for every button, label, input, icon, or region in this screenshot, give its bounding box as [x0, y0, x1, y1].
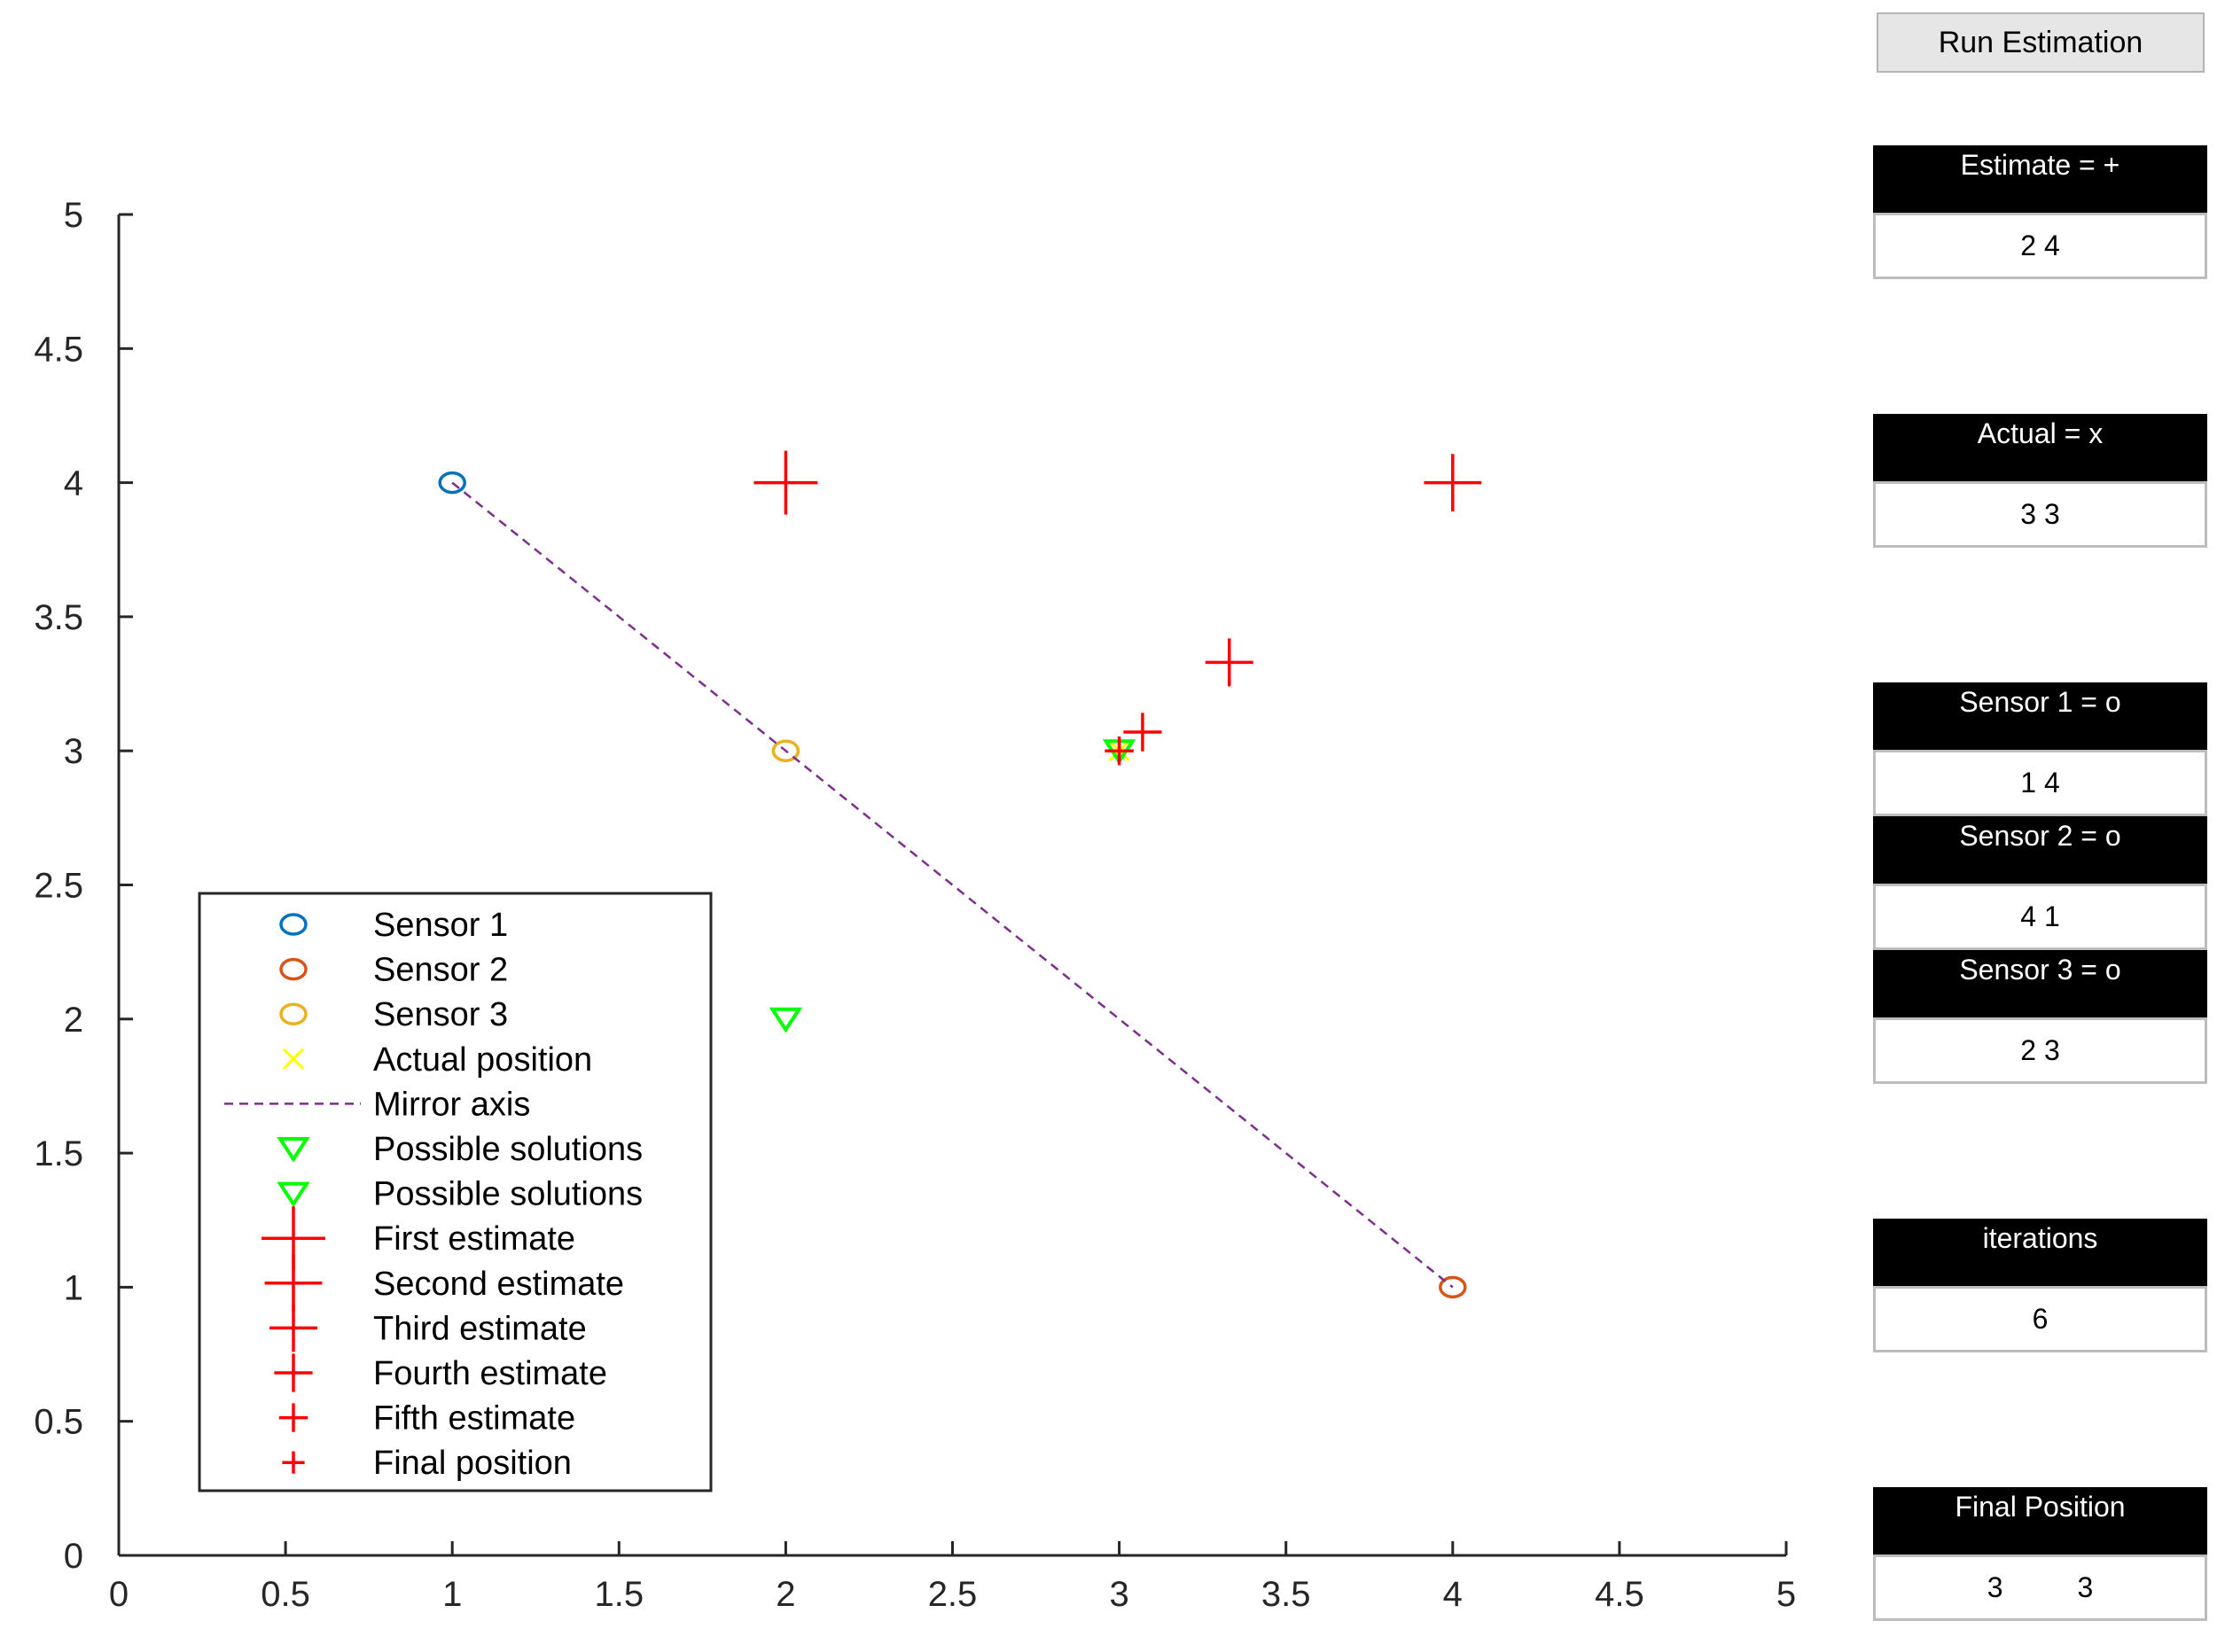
plus-marker [1424, 454, 1482, 511]
legend-label: Fifth estimate [373, 1400, 575, 1438]
legend-label: Possible solutions [373, 1131, 643, 1168]
plus-marker [1205, 638, 1253, 687]
x-tick-label: 0 [109, 1575, 129, 1614]
legend-label: Final position [373, 1445, 572, 1482]
plus-marker [282, 1451, 305, 1474]
y-tick-label: 3.5 [34, 598, 83, 637]
x-tick-label: 1 [442, 1575, 462, 1614]
legend-label: Second estimate [373, 1266, 624, 1303]
plus-marker [264, 1254, 323, 1313]
sensor3-label: Sensor 3 = o [1873, 950, 2207, 1017]
plus-marker [269, 1304, 317, 1352]
x-tick-label: 5 [1776, 1575, 1796, 1614]
mirror-axis-line [451, 481, 1454, 1289]
x-tick-label: 3 [1109, 1575, 1128, 1614]
triangle-marker [769, 1007, 803, 1033]
position-plot: 0 0.5 1 1.5 2 2.5 3 3.5 4 4.5 5 0 0.5 1 1.5 2 2.5 3 3.5 4 4.… [34, 196, 1796, 1614]
sensor1-label: Sensor 1 = o [1873, 682, 2207, 750]
circle-marker [279, 957, 308, 981]
circle-marker [279, 1002, 308, 1025]
y-tick-label: 0 [64, 1537, 83, 1576]
legend-label: Fourth estimate [373, 1355, 607, 1392]
run-estimation-button[interactable]: Run Estimation [1877, 12, 2205, 73]
circle-marker [1439, 1275, 1467, 1299]
x-tick-label: 2.5 [928, 1575, 978, 1614]
sensor2-value: 4 1 [1873, 884, 2207, 950]
x-tick-label: 1.5 [594, 1575, 644, 1614]
plot-axes: 0 0.5 1 1.5 2 2.5 3 3.5 4 4.5 5 0 0.5 1 1.5 2 2.5 3 3.5 4 4.… [34, 196, 1796, 1614]
estimate-value: 2 4 [1873, 213, 2207, 279]
y-tick-label: 2.5 [34, 867, 83, 906]
triangle-marker [277, 1181, 310, 1208]
y-tick-label: 3 [64, 732, 83, 771]
circle-marker [771, 739, 800, 762]
plus-marker [753, 450, 818, 515]
legend-label: Mirror axis [373, 1086, 530, 1123]
plus-marker [278, 1403, 308, 1432]
x-tick-label: 4.5 [1595, 1575, 1644, 1614]
legend-label: Sensor 3 [373, 996, 508, 1033]
plus-marker [1108, 739, 1131, 762]
final-position-value: 3 3 [1873, 1555, 2207, 1621]
estimate-label: Estimate = + [1873, 145, 2207, 213]
x-tick-label: 2 [776, 1575, 795, 1614]
sensor3-value: 2 3 [1873, 1017, 2207, 1084]
y-tick-label: 0.5 [34, 1403, 83, 1442]
legend: Sensor 1 Sensor 2 Sensor 3 Actual position M… [198, 892, 713, 1492]
circle-marker [438, 471, 466, 495]
sensor2-label: Sensor 2 = o [1873, 816, 2207, 884]
final-y: 3 [2077, 1571, 2094, 1603]
legend-label: Sensor 2 [373, 952, 508, 989]
y-tick-label: 2 [64, 1001, 83, 1040]
actual-value: 3 3 [1873, 481, 2207, 548]
iterations-value: 6 [1873, 1286, 2207, 1352]
x-tick-label: 0.5 [261, 1575, 310, 1614]
y-tick-label: 1 [64, 1268, 83, 1307]
x-tick-label: 3.5 [1261, 1575, 1311, 1614]
triangle-marker [277, 1137, 310, 1163]
y-tick-label: 4 [64, 464, 83, 503]
legend-label: Actual position [373, 1041, 592, 1079]
plus-marker [1123, 713, 1162, 752]
plot-marks [438, 450, 1482, 1299]
actual-label: Actual = x [1873, 414, 2207, 481]
legend-label: Possible solutions [373, 1176, 643, 1213]
y-tick-label: 4.5 [34, 330, 83, 369]
legend-label: Third estimate [373, 1310, 587, 1347]
y-tick-label: 1.5 [34, 1134, 83, 1173]
legend-label: First estimate [373, 1220, 575, 1258]
iterations-label: iterations [1873, 1219, 2207, 1286]
plus-marker [274, 1353, 313, 1392]
x-tick-label: 4 [1443, 1575, 1463, 1614]
circle-marker [279, 913, 308, 936]
x-marker [282, 1048, 305, 1070]
final-x: 3 [1987, 1571, 2003, 1603]
legend-label: Sensor 1 [373, 907, 508, 944]
final-position-label: Final Position [1873, 1487, 2207, 1555]
sensor1-value: 1 4 [1873, 750, 2207, 816]
y-tick-label: 5 [64, 196, 83, 235]
